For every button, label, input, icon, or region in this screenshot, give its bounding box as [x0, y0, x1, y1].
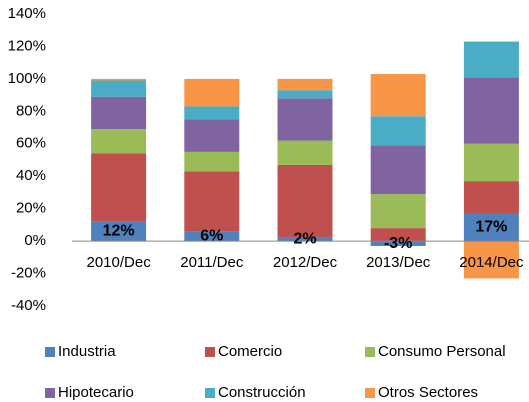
bar-segment	[277, 164, 333, 238]
bar-segment	[91, 221, 147, 242]
bar-segment	[91, 153, 147, 222]
bar-segment	[463, 241, 519, 279]
legend-label: Industria	[58, 343, 116, 360]
legend-label: Hipotecario	[58, 384, 134, 401]
legend-swatch	[45, 388, 55, 398]
bar-segment	[91, 129, 147, 154]
bar-segment	[91, 78, 147, 81]
legend-swatch	[365, 388, 375, 398]
data-label: -3%	[384, 235, 412, 252]
bar-segment	[277, 237, 333, 242]
data-label: 6%	[200, 227, 223, 244]
y-tick-label: 120%	[8, 37, 46, 54]
bar-segment	[184, 151, 240, 172]
bar-segment	[277, 140, 333, 165]
x-tick-label: 2012/Dec	[273, 254, 338, 271]
bar-segment	[184, 78, 240, 107]
y-tick-label: 60%	[16, 135, 46, 152]
bar-segment	[370, 74, 426, 117]
bar-segment	[91, 80, 147, 97]
y-tick-label: 140%	[8, 5, 46, 22]
bar-segment	[184, 119, 240, 152]
x-tick-label: 2013/Dec	[366, 254, 431, 271]
legend-label: Comercio	[218, 343, 282, 360]
legend-swatch	[365, 347, 375, 357]
y-tick-label: -40%	[11, 297, 46, 314]
bar-segment	[370, 194, 426, 229]
y-tick-label: -20%	[11, 265, 46, 282]
data-label: 2%	[293, 231, 316, 248]
y-tick-label: 20%	[16, 200, 46, 217]
y-tick-label: 80%	[16, 102, 46, 119]
bar-segment	[370, 116, 426, 146]
bar-segment	[277, 90, 333, 99]
y-tick-label: 0%	[24, 232, 46, 249]
legend-swatch	[45, 347, 55, 357]
legend-label: Construcción	[218, 384, 306, 401]
bar-segment	[277, 98, 333, 141]
x-tick-label: 2014/Dec	[459, 254, 524, 271]
bar-segment	[370, 228, 426, 242]
bar-segment	[184, 106, 240, 120]
x-tick-label: 2010/Dec	[86, 254, 151, 271]
legend-swatch	[205, 388, 215, 398]
data-label: 17%	[475, 219, 507, 236]
bar-segment	[370, 241, 426, 246]
bar-segment	[463, 77, 519, 144]
bar-segment	[463, 181, 519, 214]
data-label: 12%	[103, 223, 135, 240]
bar-segment	[184, 231, 240, 242]
y-tick-label: 100%	[8, 70, 46, 87]
bar-segment	[463, 213, 519, 242]
x-tick-label: 2011/Dec	[180, 254, 244, 271]
bar-segment	[463, 143, 519, 182]
bar-segment	[370, 145, 426, 195]
legend-label: Otros Sectores	[378, 384, 478, 401]
legend-label: Consumo Personal	[378, 343, 506, 360]
bar-segment	[463, 41, 519, 78]
legend-swatch	[205, 347, 215, 357]
bar-segment	[91, 96, 147, 130]
bar-segment	[277, 78, 333, 91]
y-tick-label: 40%	[16, 167, 46, 184]
bar-segment	[184, 171, 240, 232]
